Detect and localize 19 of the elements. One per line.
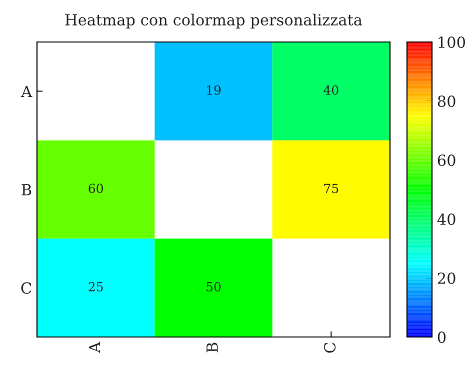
color-bar-label: 100 (438, 36, 466, 48)
data-label: 19 (207, 85, 221, 95)
color-bar-label: 80 (438, 95, 456, 108)
x-tick-label: A (88, 342, 100, 353)
data-label: 75 (324, 184, 338, 194)
x-tick-label: B (206, 342, 218, 352)
data-label: 40 (324, 85, 338, 95)
color-bar-label: 20 (438, 272, 456, 284)
data-label: 60 (88, 184, 103, 194)
color-bar-label: 40 (437, 213, 456, 226)
chart-title: Heatmap con colormap personalizzata (65, 14, 362, 29)
color-bar-label: 0 (438, 331, 446, 344)
y-tick-label: A (21, 86, 32, 97)
color-bar-label: 60 (438, 154, 456, 166)
y-tick-label: C (21, 282, 32, 294)
data-label: 25 (88, 282, 103, 292)
y-tick-label: B (22, 184, 32, 196)
data-label: 50 (206, 282, 221, 292)
x-tick-label: C (324, 342, 336, 353)
